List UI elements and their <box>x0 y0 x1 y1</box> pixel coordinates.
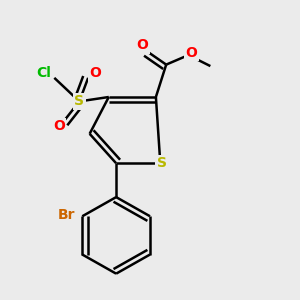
Text: O: O <box>53 119 65 134</box>
Text: O: O <box>137 38 148 52</box>
Text: S: S <box>157 156 167 170</box>
Text: S: S <box>74 94 84 108</box>
Text: O: O <box>90 66 101 80</box>
Text: Br: Br <box>57 208 75 222</box>
Text: O: O <box>185 46 197 60</box>
Text: Cl: Cl <box>37 66 51 80</box>
